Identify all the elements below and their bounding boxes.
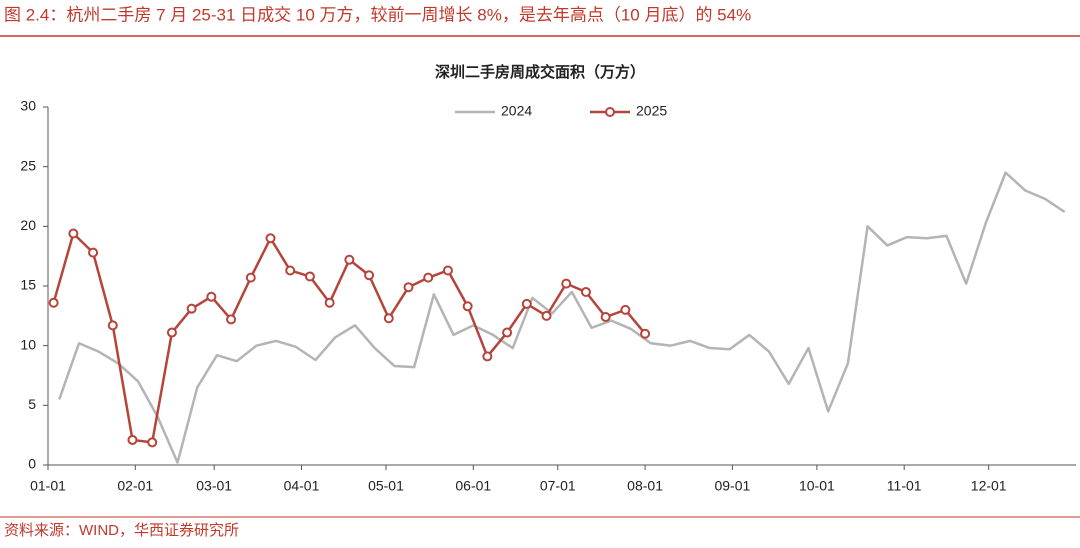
x-tick-label: 03-01 — [196, 478, 232, 494]
y-tick-label: 15 — [20, 277, 36, 293]
marker — [324, 297, 335, 308]
marker — [68, 228, 79, 239]
x-tick-label: 12-01 — [971, 478, 1007, 494]
x-tick-label: 09-01 — [714, 478, 750, 494]
marker — [344, 254, 355, 265]
marker — [147, 437, 158, 448]
series-line — [52, 232, 647, 444]
marker — [502, 327, 513, 338]
marker — [442, 265, 453, 276]
source: 资料来源：WIND，华西证券研究所 — [4, 522, 239, 539]
marker — [88, 247, 99, 258]
marker — [403, 282, 414, 293]
figure-title: 图 2.4：杭州二手房 7 月 25-31 日成交 10 万方，较前一周增长 8… — [4, 5, 751, 24]
marker — [166, 327, 177, 338]
marker — [245, 272, 256, 283]
x-tick-label: 04-01 — [284, 478, 320, 494]
x-tick-label: 07-01 — [540, 478, 576, 494]
x-tick-label: 06-01 — [455, 478, 491, 494]
y-tick-label: 30 — [20, 98, 36, 114]
marker — [364, 270, 375, 281]
y-tick-label: 0 — [28, 456, 36, 472]
y-tick-label: 5 — [28, 396, 36, 412]
marker — [482, 351, 493, 362]
y-tick-label: 20 — [20, 217, 36, 233]
marker — [186, 303, 197, 314]
marker — [640, 328, 651, 339]
marker — [561, 278, 572, 289]
marker — [107, 320, 118, 331]
legend-label: 2025 — [636, 103, 667, 119]
series-line — [58, 171, 1066, 464]
marker — [600, 312, 611, 323]
legend-marker — [605, 107, 615, 117]
marker — [206, 291, 217, 302]
marker — [541, 310, 552, 321]
y-tick-label: 25 — [20, 157, 36, 173]
x-tick-label: 01-01 — [30, 478, 66, 494]
y-tick-label: 10 — [20, 336, 36, 352]
marker — [285, 265, 296, 276]
chart-title: 深圳二手房周成交面积（万方） — [435, 63, 645, 81]
marker — [620, 304, 631, 315]
marker — [127, 434, 138, 445]
marker — [521, 298, 532, 309]
marker — [48, 297, 59, 308]
marker — [265, 233, 276, 244]
marker — [580, 286, 591, 297]
x-tick-label: 11-01 — [887, 478, 922, 494]
marker — [226, 314, 237, 325]
x-tick-label: 05-01 — [368, 478, 404, 494]
legend-label: 2024 — [501, 103, 532, 119]
marker — [304, 271, 315, 282]
x-tick-label: 02-01 — [117, 478, 153, 494]
x-tick-label: 08-01 — [627, 478, 663, 494]
marker — [383, 313, 394, 324]
marker — [462, 301, 473, 312]
x-tick-label: 10-01 — [799, 478, 835, 494]
marker — [423, 272, 434, 283]
